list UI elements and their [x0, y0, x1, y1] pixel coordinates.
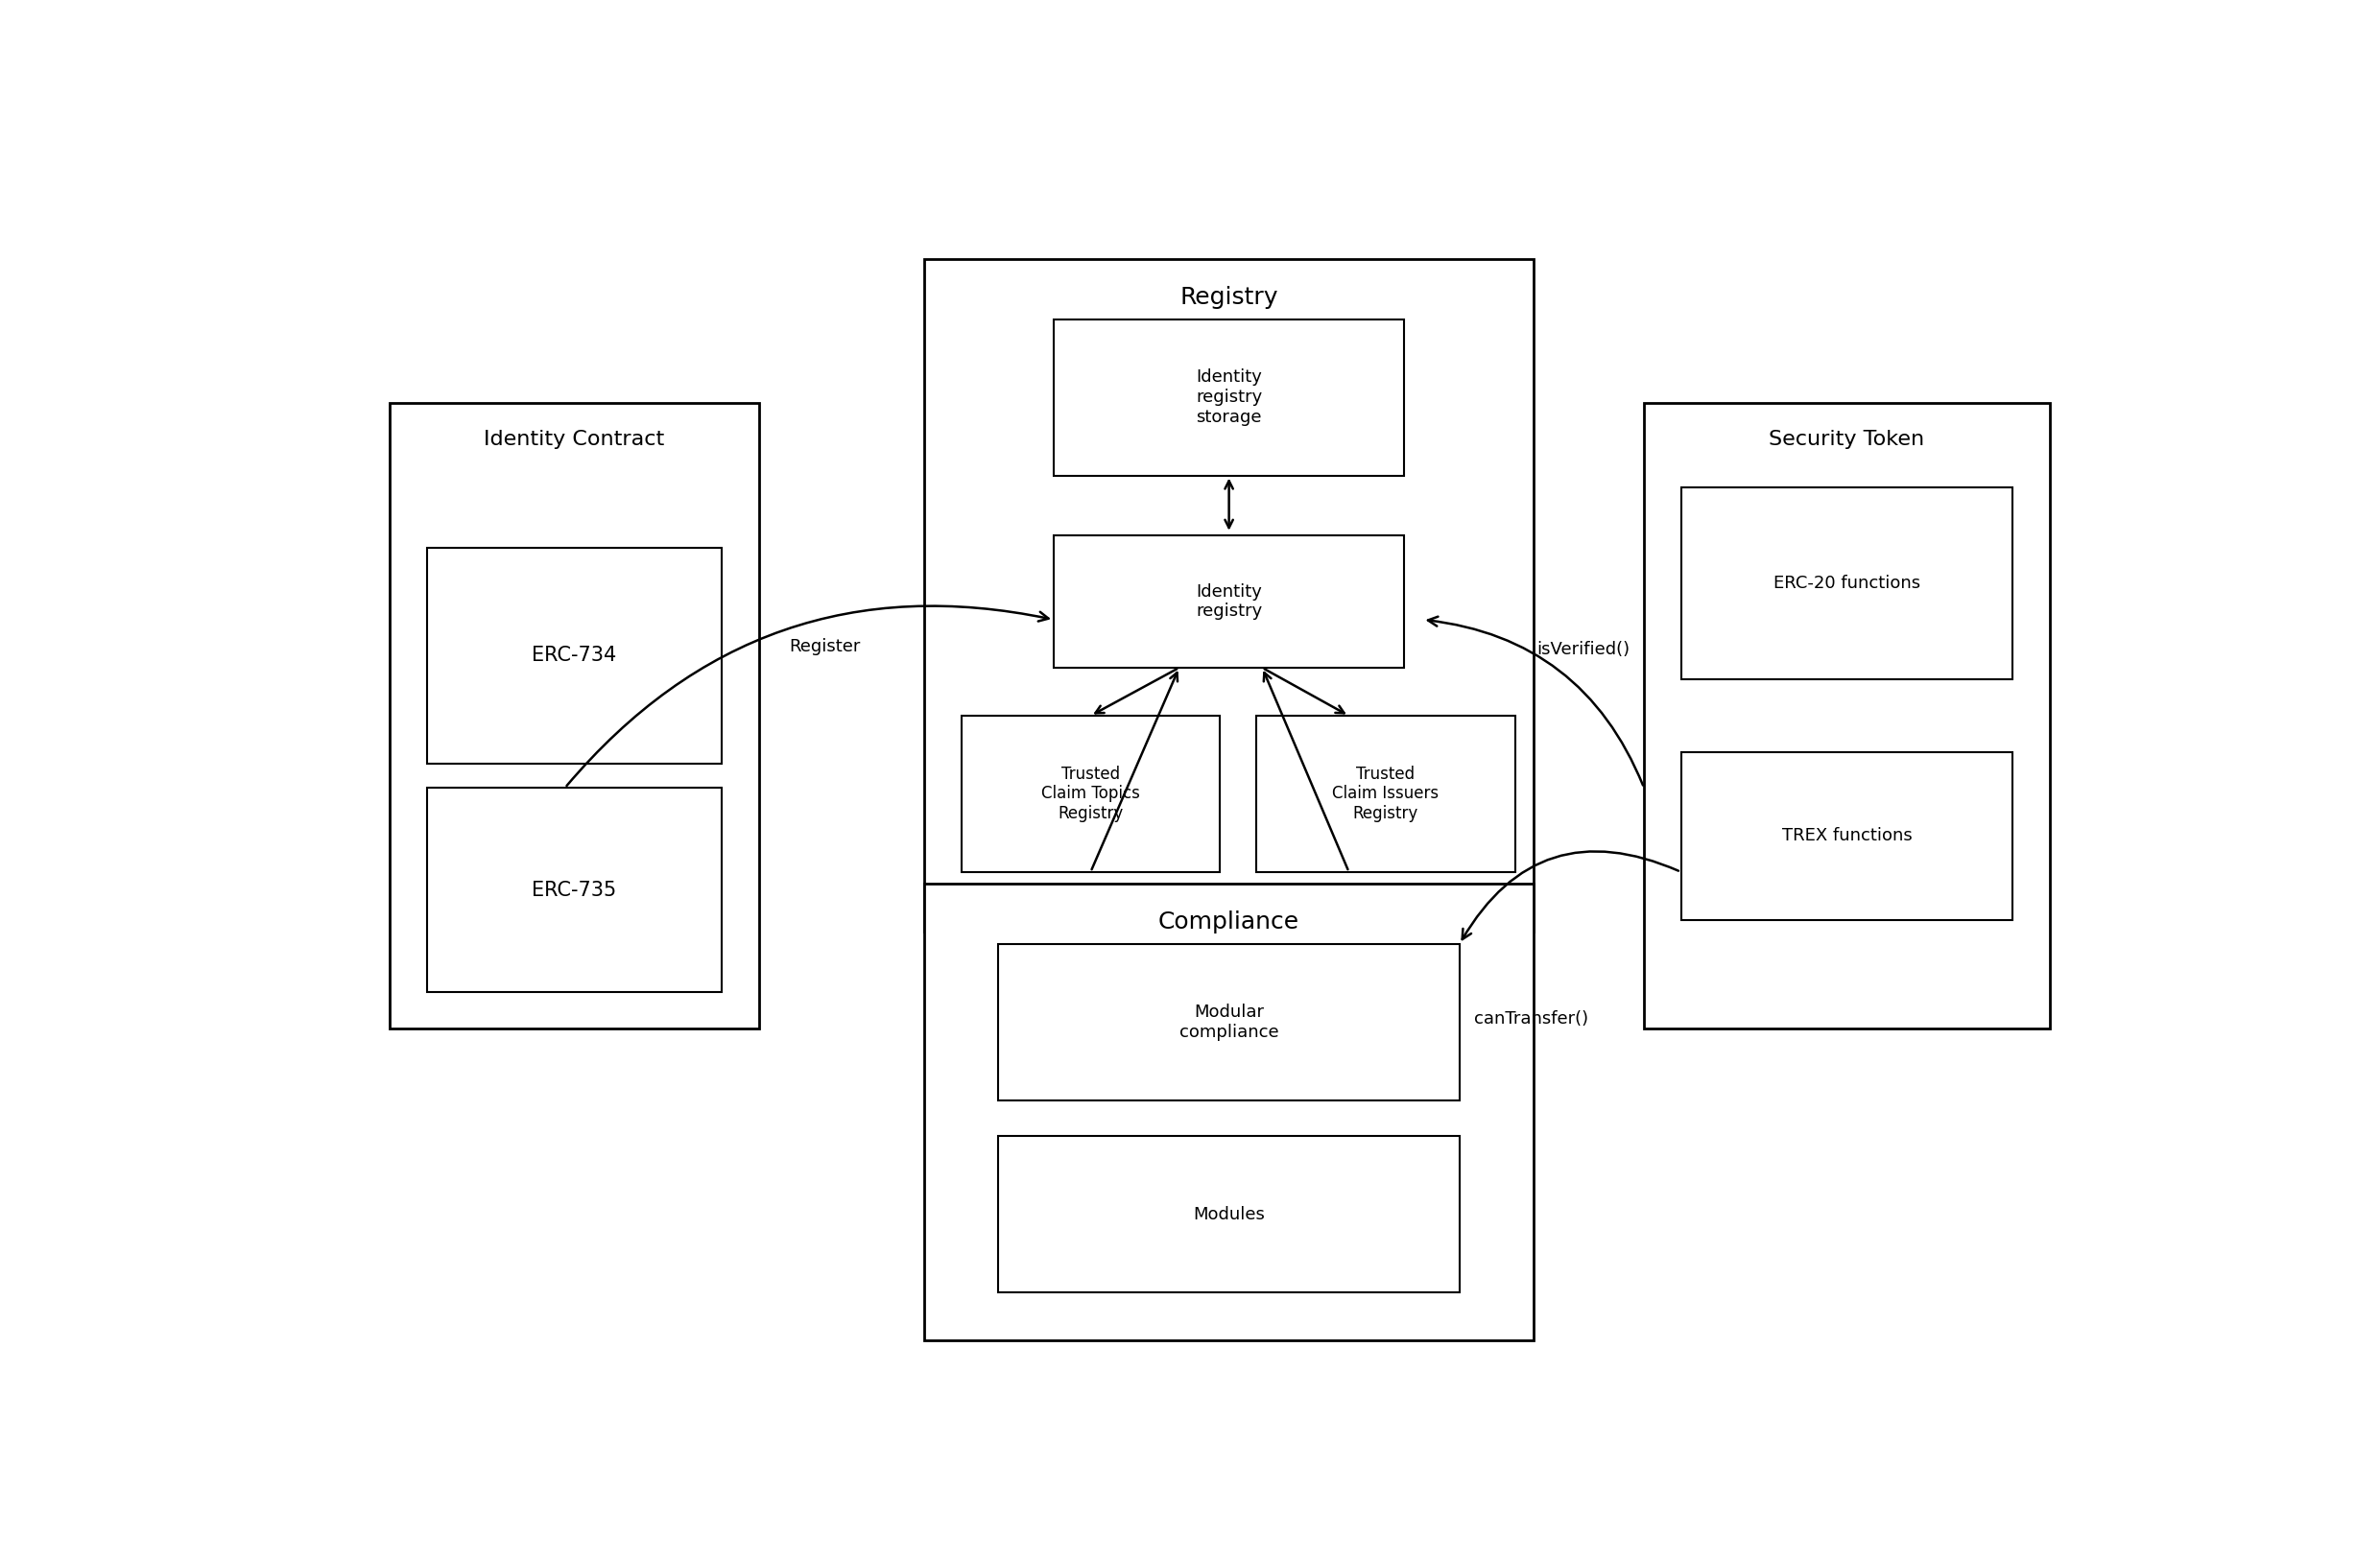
Text: Trusted
Claim Issuers
Registry: Trusted Claim Issuers Registry [1333, 766, 1440, 822]
Text: Compliance: Compliance [1159, 911, 1299, 933]
Bar [1000, 944, 1459, 1100]
Bar [1054, 320, 1404, 476]
Text: Modular
compliance: Modular compliance [1178, 1003, 1278, 1041]
Bar [1054, 535, 1404, 668]
Bar [426, 788, 721, 992]
Text: canTransfer(): canTransfer() [1473, 1009, 1587, 1028]
Text: TREX functions: TREX functions [1783, 827, 1911, 844]
Text: ERC-735: ERC-735 [531, 880, 616, 900]
Bar [1257, 716, 1514, 872]
Text: Identity Contract: Identity Contract [483, 431, 664, 449]
FancyArrowPatch shape [1461, 852, 1678, 939]
Text: isVerified(): isVerified() [1537, 641, 1630, 658]
Bar [962, 716, 1219, 872]
Bar [1680, 752, 2013, 920]
Bar [923, 885, 1533, 1340]
Text: Identity
registry: Identity registry [1195, 583, 1261, 621]
Text: ERC-20 functions: ERC-20 functions [1773, 576, 1921, 593]
Bar [1645, 404, 2049, 1028]
FancyArrowPatch shape [1428, 616, 1642, 785]
Text: Security Token: Security Token [1768, 431, 1925, 449]
Text: Trusted
Claim Topics
Registry: Trusted Claim Topics Registry [1042, 766, 1140, 822]
Bar [390, 404, 759, 1028]
Bar [923, 259, 1533, 931]
Bar [1680, 488, 2013, 680]
Bar [1000, 1136, 1459, 1292]
Text: ERC-734: ERC-734 [531, 646, 616, 665]
Text: Modules: Modules [1192, 1206, 1264, 1223]
Text: Identity
registry
storage: Identity registry storage [1195, 368, 1261, 426]
Text: Registry: Registry [1180, 285, 1278, 309]
Bar [426, 548, 721, 764]
Text: Register: Register [788, 638, 859, 655]
FancyArrowPatch shape [566, 605, 1050, 786]
